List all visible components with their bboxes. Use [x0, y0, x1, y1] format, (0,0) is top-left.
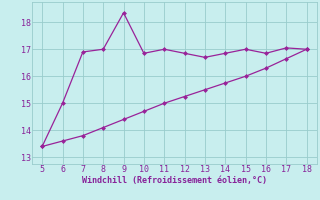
- X-axis label: Windchill (Refroidissement éolien,°C): Windchill (Refroidissement éolien,°C): [82, 176, 267, 185]
